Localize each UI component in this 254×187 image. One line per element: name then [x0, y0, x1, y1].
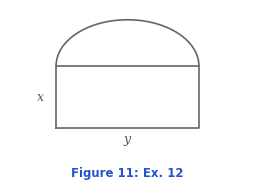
- Text: y: y: [123, 133, 131, 146]
- Text: Figure 11: Ex. 12: Figure 11: Ex. 12: [71, 166, 183, 180]
- Text: x: x: [37, 91, 44, 104]
